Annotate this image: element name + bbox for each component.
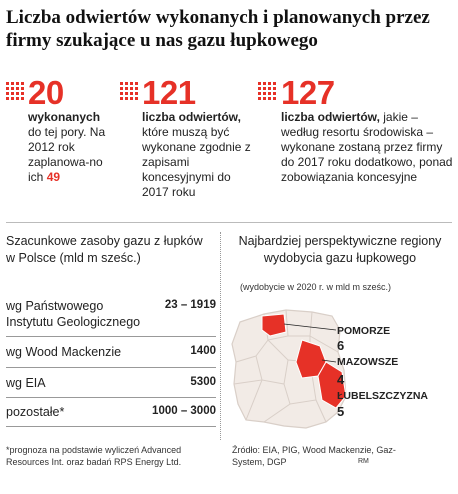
grid-icon: [258, 82, 276, 100]
map-subtitle: (wydobycie w 2020 r. w mld m sześc.): [240, 282, 392, 292]
region-label-mazowsze: MAZOWSZE: [337, 356, 399, 368]
table-row: pozostałe* 1000 – 3000: [6, 398, 216, 427]
stat-description: liczba odwiertów, jakie – według resortu…: [281, 110, 453, 184]
country-outline: [231, 309, 347, 429]
stat-description: wykonanych do tej pory. Na 2012 rok zapl…: [28, 110, 106, 184]
region-label-pomorze: POMORZE: [337, 325, 391, 337]
column-divider: [220, 232, 221, 440]
grid-icon: [120, 82, 138, 100]
section-divider: [6, 222, 452, 223]
row-label: wg EIA: [6, 376, 46, 390]
stat-number: 127: [281, 74, 335, 111]
row-value: 1000 – 3000: [152, 405, 216, 417]
source-note: Źródło: EIA, PIG, Wood Mackenzie, Gaz-Sy…: [232, 445, 396, 467]
table-row: wg EIA 5300: [6, 368, 216, 398]
region-value-mazowsze: 4: [337, 372, 345, 387]
stat-number: 121: [142, 74, 196, 111]
map-title: Najbardziej perspektywiczne regiony wydo…: [238, 234, 442, 265]
stat-description: liczba odwiertów, które muszą być wykona…: [142, 110, 251, 199]
row-value: 1400: [190, 345, 216, 357]
row-value: 23 – 1919: [164, 299, 216, 311]
row-label: wg Wood Mackenzie: [6, 345, 122, 359]
row-label: pozostałe*: [6, 405, 65, 419]
region-value-lubelszczyzna: 5: [337, 404, 345, 419]
author-initials: RM: [358, 458, 369, 465]
stat-number: 20: [28, 74, 64, 111]
row-value: 5300: [190, 376, 216, 388]
footnote: *prognoza na podstawie wyliczeń Advanced…: [6, 445, 182, 467]
region-label-lubelszczyzna: LUBELSZCZYZNA: [337, 390, 428, 402]
poland-map: [231, 309, 347, 429]
row-label: wg Państwowego Instytutu Geologicznego: [6, 299, 141, 329]
region-pomorze: [261, 313, 287, 337]
region-lubelszczyzna: [317, 361, 347, 409]
table-row: wg Wood Mackenzie 1400: [6, 337, 216, 368]
region-value-pomorze: 6: [337, 338, 345, 353]
page-title: Liczba odwiertów wykonanych i planowanyc…: [6, 7, 430, 51]
resources-title: Szacunkowe zasoby gazu z łupków w Polsce…: [6, 234, 203, 265]
grid-icon: [6, 82, 24, 100]
table-row: wg Państwowego Instytutu Geologicznego 2…: [6, 294, 216, 337]
